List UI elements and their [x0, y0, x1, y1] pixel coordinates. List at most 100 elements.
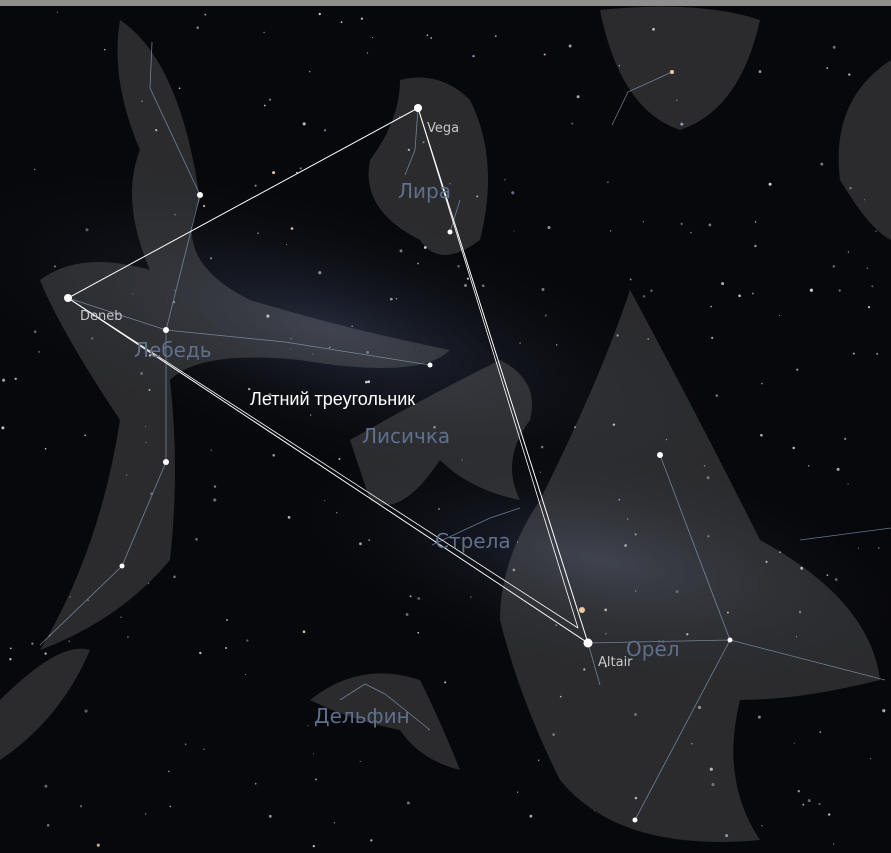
background-star	[370, 839, 372, 841]
background-star	[427, 34, 429, 36]
background-star	[643, 221, 644, 222]
background-star	[571, 123, 573, 125]
background-star	[168, 771, 170, 773]
background-star	[10, 648, 12, 650]
background-star	[844, 438, 846, 440]
background-star	[643, 295, 646, 298]
background-star	[15, 378, 17, 380]
background-star	[457, 265, 459, 267]
background-star	[417, 632, 419, 634]
background-star	[318, 271, 321, 274]
background-star	[315, 778, 317, 780]
background-star	[45, 448, 47, 450]
background-star	[367, 380, 370, 383]
background-star	[338, 458, 340, 460]
background-star	[203, 748, 205, 750]
star	[428, 363, 433, 368]
background-star	[38, 351, 39, 352]
background-star	[210, 257, 212, 259]
background-star	[848, 251, 849, 252]
star	[64, 294, 72, 302]
background-star	[755, 221, 756, 222]
background-star	[226, 619, 228, 621]
background-star	[359, 542, 362, 545]
background-star	[361, 18, 363, 20]
background-star	[444, 681, 446, 683]
background-star	[878, 547, 880, 549]
background-star	[556, 344, 557, 345]
background-star	[31, 642, 33, 644]
background-star	[120, 617, 121, 618]
background-star	[303, 122, 306, 125]
background-star	[482, 284, 485, 287]
background-star	[127, 636, 129, 638]
background-star	[871, 285, 873, 287]
star	[584, 639, 593, 648]
background-star	[365, 381, 368, 384]
background-star	[513, 230, 514, 231]
background-star	[372, 37, 373, 38]
background-star	[738, 295, 741, 298]
background-star	[308, 725, 309, 726]
background-star	[80, 805, 82, 807]
sky-map: Vega Deneb Altair Лира Лебедь Лисичка Ст…	[0, 0, 891, 853]
background-star	[752, 292, 754, 294]
star	[670, 70, 674, 74]
background-star	[835, 578, 838, 581]
background-star	[758, 716, 761, 719]
background-star	[1, 426, 4, 429]
background-star	[255, 185, 257, 187]
background-star	[417, 597, 420, 600]
background-star	[225, 647, 227, 649]
background-star	[796, 369, 798, 371]
background-star	[495, 35, 497, 37]
background-star	[145, 813, 146, 814]
background-star	[47, 824, 50, 827]
background-star	[319, 13, 321, 15]
background-star	[246, 639, 248, 641]
background-star	[310, 414, 312, 416]
background-star	[868, 306, 870, 308]
constellation-label: Дельфин	[314, 704, 410, 728]
background-star	[794, 743, 795, 744]
background-star	[769, 183, 772, 186]
background-star	[324, 129, 326, 131]
background-star	[179, 87, 181, 89]
background-star	[264, 105, 266, 107]
background-star	[300, 167, 302, 169]
background-star	[173, 576, 176, 579]
background-star	[407, 802, 410, 805]
background-star	[68, 640, 70, 642]
background-star	[255, 783, 257, 785]
background-star	[309, 71, 311, 73]
star	[163, 327, 169, 333]
background-star	[272, 171, 275, 174]
background-star	[680, 223, 682, 225]
background-star	[876, 231, 877, 232]
top-border	[0, 0, 891, 6]
background-star	[245, 674, 246, 675]
background-star	[85, 228, 88, 231]
background-star	[269, 815, 272, 818]
background-star	[541, 446, 544, 449]
background-star	[104, 49, 106, 51]
background-star	[85, 710, 88, 713]
background-star	[870, 758, 871, 759]
background-star	[400, 249, 403, 252]
background-star	[467, 278, 469, 280]
background-star	[313, 753, 314, 754]
background-star	[569, 45, 572, 48]
background-star	[257, 232, 258, 233]
background-star	[199, 652, 201, 654]
star-label: Vega	[427, 121, 459, 136]
background-star	[802, 804, 804, 806]
asterism-label: Летний треугольник	[250, 389, 415, 409]
background-star	[34, 169, 35, 170]
background-star	[540, 472, 541, 473]
background-star	[2, 379, 5, 382]
star	[163, 459, 169, 465]
background-star	[867, 267, 869, 269]
background-star	[833, 265, 835, 267]
background-star	[839, 289, 841, 291]
background-star	[833, 844, 834, 845]
